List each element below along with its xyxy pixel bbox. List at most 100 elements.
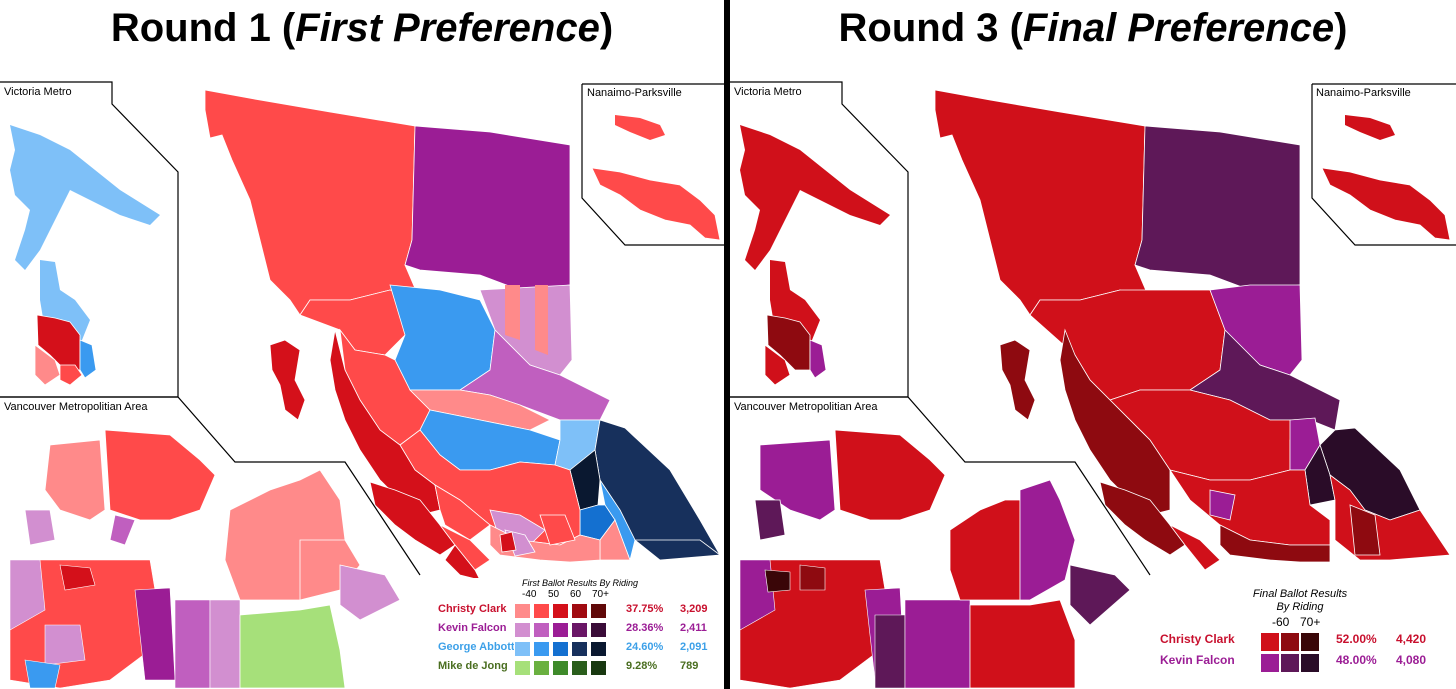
legend-row: Mike de Jong 9.28% 789	[420, 660, 720, 676]
riding-north-west	[204, 89, 421, 316]
vancouver-burrard	[109, 514, 136, 546]
legend-swatch	[533, 641, 550, 657]
nanaimo-south	[1321, 167, 1451, 241]
candidate-name: Christy Clark	[1160, 632, 1235, 646]
nanaimo-inset-frame	[581, 83, 724, 246]
legend-row: George Abbott 24.60% 2,091	[420, 641, 720, 657]
riding-fraser-valley	[539, 514, 576, 546]
legend-swatch	[552, 603, 569, 619]
scale-label: 50	[548, 589, 560, 600]
legend-swatch	[514, 622, 531, 638]
vancouver-coquitlam	[104, 429, 216, 521]
candidate-percent: 24.60%	[626, 641, 664, 653]
candidate-votes: 4,420	[1396, 632, 1427, 646]
candidate-votes: 2,091	[680, 641, 708, 653]
legend-swatch	[1260, 632, 1280, 652]
legend-row: Christy Clark 37.75% 3,209	[420, 603, 720, 619]
legend-swatch	[1260, 653, 1280, 673]
legend-swatch	[590, 603, 607, 619]
vancouver-chilliwack	[339, 564, 401, 621]
vancouver-delta	[24, 659, 61, 689]
riding-peace-stripe1	[505, 285, 520, 340]
riding-lower-mainland	[1219, 524, 1331, 563]
vancouver-inset-label: Vancouver Metropolitian Area	[4, 401, 148, 413]
vancouver-richmond	[44, 624, 86, 666]
victoria-inset-label: Victoria Metro	[4, 86, 72, 98]
candidate-votes: 789	[680, 660, 699, 672]
riding-north-east	[1134, 125, 1301, 291]
vancouver-maple-ridge	[949, 499, 1021, 601]
candidate-percent: 28.36%	[626, 622, 664, 634]
riding-fraser-canyon	[1169, 469, 1331, 546]
vancouver-mission	[1019, 479, 1076, 601]
riding-north-east	[404, 125, 571, 291]
riding-prince-george	[389, 284, 496, 391]
riding-haida-gwaii	[269, 339, 306, 421]
scale-label: -60	[1272, 615, 1290, 629]
round3-legend-title: Final Ballot Results	[1252, 588, 1348, 600]
victoria-inset-label: Victoria Metro	[734, 86, 802, 98]
legend-swatch	[590, 660, 607, 676]
round3-title: Round 3 (Final Preference)	[838, 6, 1348, 50]
legend-row: Christy Clark 52.00% 4,420	[1150, 632, 1450, 652]
candidate-percent: 48.00%	[1336, 653, 1377, 667]
riding-kootenay-east	[633, 539, 722, 561]
legend-row: Kevin Falcon 28.36% 2,411	[420, 622, 720, 638]
legend-swatch	[533, 660, 550, 676]
legend-swatch	[1300, 653, 1320, 673]
legend-swatch	[552, 660, 569, 676]
victoria-core	[34, 344, 61, 386]
vancouver-surrey-purple	[134, 587, 176, 681]
round1-title: Round 1 (First Preference)	[110, 6, 614, 50]
legend-swatch	[1280, 653, 1300, 673]
vancouver-inset-frame	[0, 396, 421, 576]
vancouver-langley	[874, 614, 906, 689]
nanaimo-inset-label: Nanaimo-Parksville	[587, 87, 682, 99]
nanaimo-inset-frame	[1311, 83, 1456, 246]
riding-kootenay-dark	[1349, 504, 1381, 556]
legend-swatch	[514, 641, 531, 657]
scale-label: 70+	[592, 589, 609, 600]
round1-legend-title: First Ballot Results By Riding	[521, 578, 639, 588]
vancouver-downtown	[764, 569, 791, 593]
round3-legend-subtitle: By Riding	[1276, 601, 1324, 613]
riding-vancouver-island-mid	[1169, 524, 1221, 571]
victoria-esquimalt	[79, 339, 97, 379]
nanaimo-south	[591, 167, 721, 241]
round1-legend: First Ballot Results By Riding -40 50 60…	[420, 578, 720, 686]
vancouver-west	[24, 509, 56, 546]
vancouver-aldergrove	[209, 599, 241, 689]
vancouver-langley	[174, 599, 211, 689]
victoria-islands	[10, 125, 160, 270]
riding-north-west	[934, 89, 1151, 316]
candidate-percent: 9.28%	[626, 660, 658, 672]
candidate-votes: 2,411	[680, 622, 707, 634]
legend-swatch	[571, 660, 588, 676]
vancouver-inset-label: Vancouver Metropolitian Area	[734, 401, 878, 413]
victoria-oak-bay	[59, 364, 83, 386]
candidate-name: Kevin Falcon	[438, 622, 507, 634]
vancouver-coquitlam	[834, 429, 946, 521]
vancouver-west-vancouver	[754, 499, 786, 541]
scale-label: -40	[522, 589, 537, 600]
legend-swatch	[571, 641, 588, 657]
scale-label: 70+	[1300, 615, 1321, 629]
candidate-percent: 52.00%	[1336, 632, 1377, 646]
vancouver-abbotsford	[969, 599, 1076, 689]
vancouver-burnaby	[59, 564, 96, 591]
legend-swatch	[1280, 632, 1300, 652]
vancouver-north-shore	[44, 439, 106, 521]
legend-swatch	[514, 603, 531, 619]
vancouver-city-west	[9, 559, 46, 631]
round3-panel: Round 3 (Final Preference)	[730, 0, 1456, 689]
legend-swatch	[571, 622, 588, 638]
vancouver-abbotsford	[239, 604, 346, 689]
legend-swatch	[571, 603, 588, 619]
legend-swatch	[552, 622, 569, 638]
legend-row: Kevin Falcon 48.00% 4,080	[1150, 653, 1450, 673]
candidate-percent: 37.75%	[626, 603, 664, 615]
vancouver-aldergrove	[904, 599, 971, 689]
riding-haida-gwaii	[999, 339, 1036, 421]
riding-central-interior	[1029, 289, 1226, 401]
nanaimo-north	[615, 115, 665, 140]
